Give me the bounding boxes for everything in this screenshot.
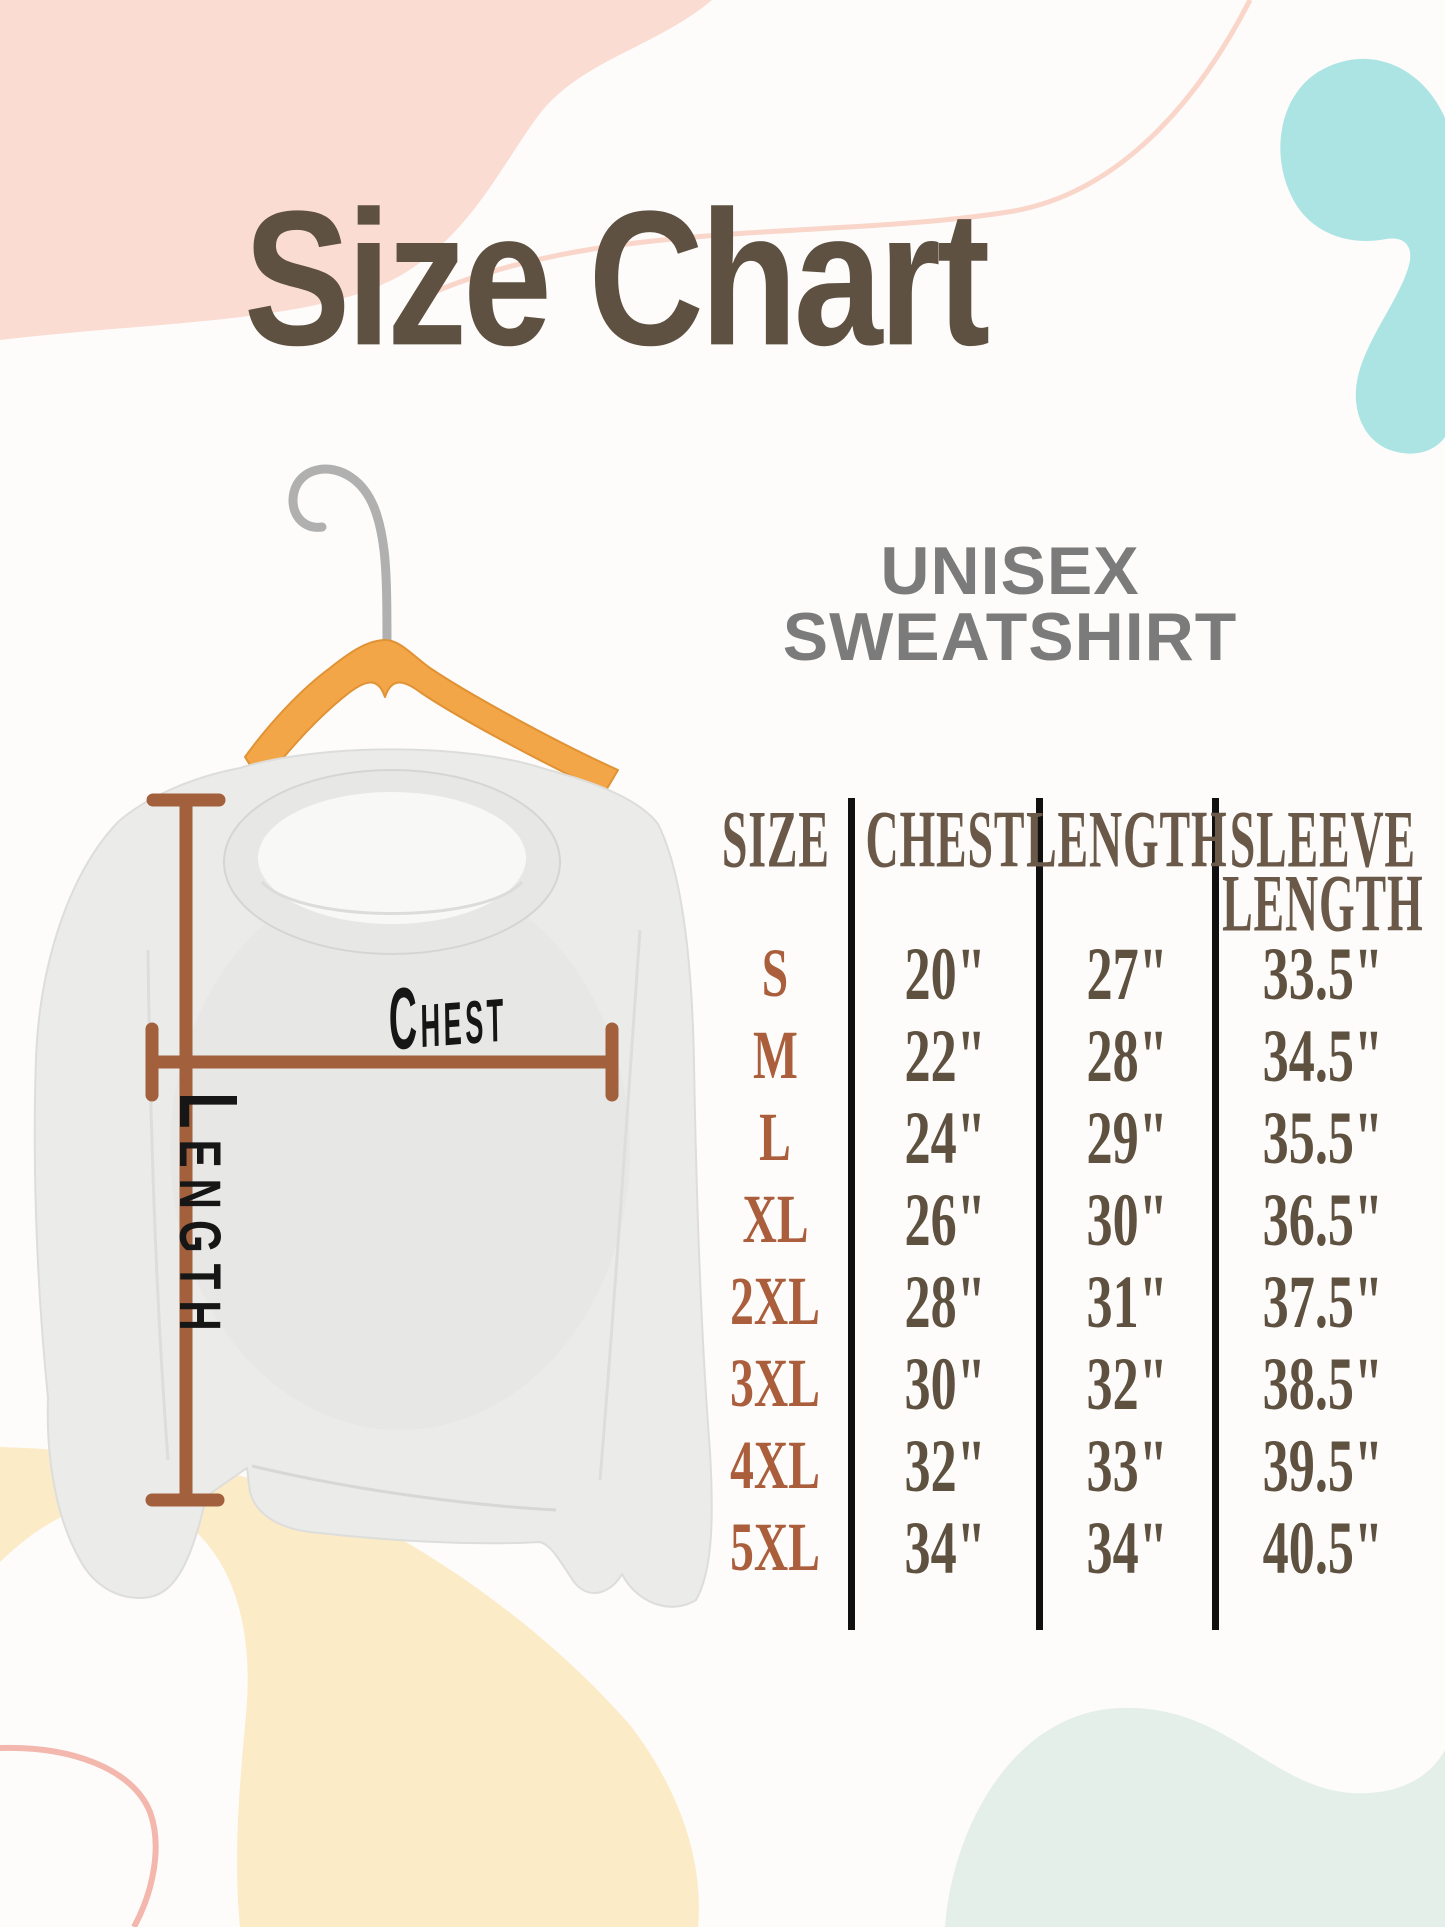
table-row-4xl-sleeve: 39.5" bbox=[1262, 1422, 1383, 1508]
table-row-5xl-chest: 34" bbox=[904, 1504, 986, 1590]
teal-blob-decoration bbox=[1280, 58, 1445, 454]
table-row-4xl-length: 33" bbox=[1086, 1422, 1168, 1508]
table-row-l-chest: 24" bbox=[904, 1094, 986, 1180]
table-row-l-length: 29" bbox=[1086, 1094, 1168, 1180]
table-row-s-size: S bbox=[762, 934, 789, 1012]
table-row-2xl-chest: 28" bbox=[904, 1258, 986, 1344]
product-heading: UNISEX SWEATSHIRT bbox=[782, 533, 1238, 675]
table-row-m-length: 28" bbox=[1086, 1012, 1168, 1098]
table-row-m-size: M bbox=[753, 1016, 798, 1094]
table-header-size: SIZE bbox=[700, 798, 851, 932]
table-header-chest: CHEST bbox=[851, 798, 1039, 932]
product-heading-line1: UNISEX bbox=[880, 533, 1140, 609]
table-row-l-sleeve: 35.5" bbox=[1262, 1094, 1383, 1180]
hanger-icon bbox=[244, 639, 619, 793]
table-row-3xl-size: 3XL bbox=[730, 1344, 821, 1422]
table-row-xl-sleeve: 36.5" bbox=[1262, 1176, 1383, 1262]
table-row-xl-length: 30" bbox=[1086, 1176, 1168, 1262]
mint-wave-decoration bbox=[945, 1707, 1445, 1927]
table-row-m-sleeve: 34.5" bbox=[1262, 1012, 1383, 1098]
table-row-s-length: 27" bbox=[1086, 930, 1168, 1016]
table-row-2xl-size: 2XL bbox=[730, 1262, 821, 1340]
table-row-s-chest: 20" bbox=[904, 930, 986, 1016]
table-header-size-label: SIZE bbox=[721, 795, 830, 886]
table-row-3xl-sleeve: 38.5" bbox=[1262, 1340, 1383, 1426]
table-row-m-chest: 22" bbox=[904, 1012, 986, 1098]
chest-annotation-label: Chest bbox=[388, 960, 508, 1069]
table-column-divider bbox=[1212, 798, 1219, 1630]
table-row-3xl-length: 32" bbox=[1086, 1340, 1168, 1426]
pink-blob-decoration bbox=[0, 0, 1253, 340]
chest-measure-line bbox=[145, 1022, 619, 1102]
page-title: Size Chart bbox=[243, 170, 990, 386]
table-header-length: LENGTH bbox=[1026, 798, 1227, 932]
table-column-divider bbox=[1036, 798, 1043, 1630]
table-row-xl-chest: 26" bbox=[904, 1176, 986, 1262]
product-heading-line2: SWEATSHIRT bbox=[782, 599, 1238, 675]
table-row-l-size: L bbox=[759, 1098, 792, 1176]
table-header-length-label: LENGTH bbox=[1026, 795, 1228, 886]
length-annotation-label: Length bbox=[162, 1092, 255, 1342]
table-column-divider bbox=[848, 798, 855, 1630]
cream-blob-decoration bbox=[0, 1447, 699, 1927]
table-header-sleeve-length: SLEEVE LENGTH bbox=[1215, 798, 1430, 945]
table-row-2xl-length: 31" bbox=[1086, 1258, 1168, 1344]
table-row-xl-size: XL bbox=[742, 1180, 809, 1258]
table-row-5xl-sleeve: 40.5" bbox=[1262, 1504, 1383, 1590]
sweatshirt-illustration bbox=[33, 748, 713, 1608]
table-header-sleeve-length-label: SLEEVE LENGTH bbox=[1221, 795, 1424, 949]
length-measure-line bbox=[145, 793, 226, 1507]
table-row-4xl-chest: 32" bbox=[904, 1422, 986, 1508]
table-row-s-sleeve: 33.5" bbox=[1262, 930, 1383, 1016]
hanger-hook-icon bbox=[288, 464, 392, 662]
size-table: SIZE CHEST LENGTH SLEEVE LENGTH S 20" 27… bbox=[700, 798, 1430, 1590]
table-row-5xl-size: 5XL bbox=[730, 1508, 821, 1586]
table-row-2xl-sleeve: 37.5" bbox=[1262, 1258, 1383, 1344]
table-row-3xl-chest: 30" bbox=[904, 1340, 986, 1426]
table-header-chest-label: CHEST bbox=[865, 795, 1025, 886]
table-row-4xl-size: 4XL bbox=[730, 1426, 821, 1504]
table-row-5xl-length: 34" bbox=[1086, 1504, 1168, 1590]
